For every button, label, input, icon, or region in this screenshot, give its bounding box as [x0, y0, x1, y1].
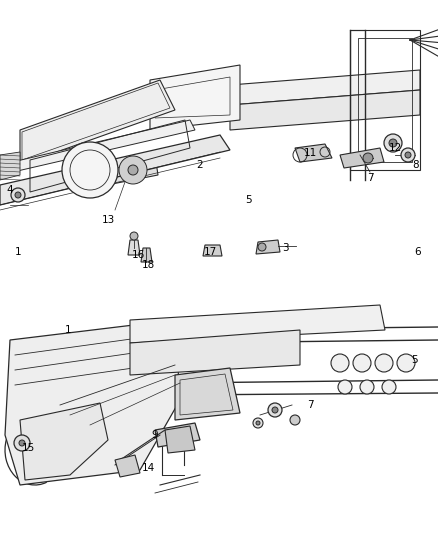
- Circle shape: [258, 243, 266, 251]
- Circle shape: [397, 354, 415, 372]
- Text: 8: 8: [413, 160, 419, 170]
- Text: 13: 13: [101, 215, 115, 225]
- Polygon shape: [150, 65, 240, 130]
- Polygon shape: [5, 320, 180, 485]
- Circle shape: [290, 415, 300, 425]
- Polygon shape: [141, 248, 152, 262]
- Circle shape: [268, 403, 282, 417]
- Text: 3: 3: [282, 243, 288, 253]
- Circle shape: [62, 142, 118, 198]
- Text: 2: 2: [197, 160, 203, 170]
- Circle shape: [360, 380, 374, 394]
- Circle shape: [405, 152, 411, 158]
- Polygon shape: [20, 403, 108, 480]
- Circle shape: [384, 134, 402, 152]
- Polygon shape: [115, 455, 140, 477]
- Circle shape: [130, 232, 138, 240]
- Circle shape: [11, 188, 25, 202]
- Circle shape: [253, 418, 263, 428]
- Circle shape: [363, 153, 373, 163]
- Polygon shape: [175, 368, 240, 420]
- Polygon shape: [0, 135, 230, 205]
- Polygon shape: [0, 152, 20, 180]
- Text: 18: 18: [141, 260, 155, 270]
- Text: 7: 7: [307, 400, 313, 410]
- Text: 1: 1: [65, 325, 71, 335]
- Text: 9: 9: [152, 430, 158, 440]
- Circle shape: [401, 148, 415, 162]
- Polygon shape: [20, 80, 175, 165]
- Circle shape: [128, 165, 138, 175]
- Text: 7: 7: [367, 173, 373, 183]
- Circle shape: [15, 192, 21, 198]
- Circle shape: [338, 380, 352, 394]
- Polygon shape: [230, 70, 420, 105]
- Text: 5: 5: [245, 195, 251, 205]
- Polygon shape: [128, 240, 140, 255]
- Polygon shape: [340, 148, 384, 168]
- Text: 17: 17: [203, 247, 217, 257]
- Polygon shape: [130, 305, 385, 343]
- Polygon shape: [0, 120, 195, 175]
- Polygon shape: [155, 423, 200, 447]
- Circle shape: [331, 354, 349, 372]
- Text: 11: 11: [304, 148, 317, 158]
- Text: 1: 1: [15, 247, 21, 257]
- Circle shape: [353, 354, 371, 372]
- Text: 15: 15: [21, 443, 35, 453]
- Polygon shape: [256, 240, 280, 254]
- Text: 4: 4: [7, 185, 13, 195]
- Text: 6: 6: [415, 247, 421, 257]
- Text: 5: 5: [412, 355, 418, 365]
- Circle shape: [256, 421, 260, 425]
- Polygon shape: [108, 155, 158, 184]
- Polygon shape: [203, 245, 222, 256]
- Text: 16: 16: [131, 250, 145, 260]
- Circle shape: [389, 139, 397, 147]
- Circle shape: [382, 380, 396, 394]
- Polygon shape: [130, 330, 300, 375]
- Polygon shape: [295, 144, 332, 162]
- Circle shape: [14, 435, 30, 451]
- Polygon shape: [165, 426, 195, 453]
- Polygon shape: [230, 90, 420, 130]
- Circle shape: [19, 440, 25, 446]
- Text: 14: 14: [141, 463, 155, 473]
- Circle shape: [119, 156, 147, 184]
- Text: 12: 12: [389, 143, 402, 153]
- Circle shape: [375, 354, 393, 372]
- Circle shape: [272, 407, 278, 413]
